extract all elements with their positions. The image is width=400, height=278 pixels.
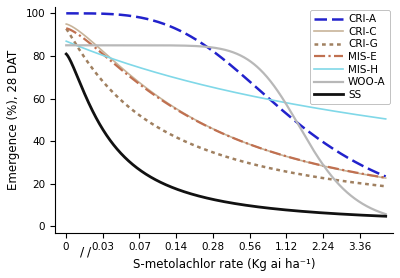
CRI-G (319, 176, 324, 179)
SS (319, 211, 324, 214)
CRI-C (383, 177, 388, 180)
MIS-H (204, 84, 209, 88)
MIS-H (283, 101, 288, 104)
MIS-E (383, 176, 388, 179)
SS (383, 215, 388, 218)
MIS-H (193, 81, 198, 85)
MIS-E (283, 154, 288, 158)
CRI-G (383, 185, 388, 188)
SS (313, 211, 318, 214)
SS (64, 52, 69, 56)
WOO-A (96, 44, 101, 47)
MIS-E (96, 49, 101, 52)
CRI-A (319, 139, 324, 142)
CRI-G (283, 170, 288, 173)
CRI-C (64, 22, 69, 26)
SS (204, 196, 209, 200)
CRI-C (204, 124, 209, 128)
CRI-A (193, 38, 198, 41)
CRI-A (204, 45, 209, 48)
Line: WOO-A: WOO-A (66, 45, 386, 214)
MIS-H (383, 117, 388, 121)
SS (193, 193, 198, 197)
WOO-A (313, 152, 318, 155)
X-axis label: S-metolachlor rate (Kg ai ha⁻¹): S-metolachlor rate (Kg ai ha⁻¹) (133, 258, 315, 271)
CRI-G (313, 175, 318, 178)
CRI-G (96, 75, 101, 78)
WOO-A (193, 44, 198, 48)
CRI-C (313, 162, 318, 166)
CRI-C (96, 46, 101, 49)
CRI-A (96, 12, 101, 15)
Line: CRI-A: CRI-A (66, 13, 386, 177)
MIS-H (313, 106, 318, 110)
WOO-A (383, 212, 388, 216)
SS (96, 121, 101, 125)
MIS-E (64, 27, 69, 30)
CRI-C (283, 155, 288, 158)
Line: MIS-E: MIS-E (66, 28, 386, 178)
CRI-C (193, 118, 198, 121)
CRI-C (319, 164, 324, 167)
CRI-G (193, 144, 198, 147)
SS (283, 208, 288, 212)
CRI-G (64, 27, 69, 30)
WOO-A (64, 44, 69, 47)
Line: MIS-H: MIS-H (66, 41, 386, 119)
CRI-A (64, 12, 69, 15)
Y-axis label: Emergence (%), 28 DAT: Emergence (%), 28 DAT (7, 50, 20, 190)
Line: SS: SS (66, 54, 386, 216)
MIS-E (313, 162, 318, 166)
Text: /: / (86, 245, 91, 258)
WOO-A (319, 160, 324, 164)
MIS-H (64, 39, 69, 43)
MIS-E (319, 164, 324, 167)
CRI-G (204, 148, 209, 152)
CRI-A (313, 135, 318, 138)
WOO-A (283, 101, 288, 105)
CRI-A (283, 111, 288, 115)
MIS-E (193, 119, 198, 122)
MIS-E (204, 125, 209, 128)
Text: /: / (80, 245, 84, 258)
CRI-A (383, 175, 388, 178)
Line: CRI-G: CRI-G (66, 29, 386, 186)
MIS-H (96, 52, 101, 56)
Legend: CRI-A, CRI-C, CRI-G, MIS-E, MIS-H, WOO-A, SS: CRI-A, CRI-C, CRI-G, MIS-E, MIS-H, WOO-A… (310, 10, 390, 104)
Line: CRI-C: CRI-C (66, 24, 386, 178)
MIS-H (319, 107, 324, 111)
WOO-A (204, 45, 209, 49)
